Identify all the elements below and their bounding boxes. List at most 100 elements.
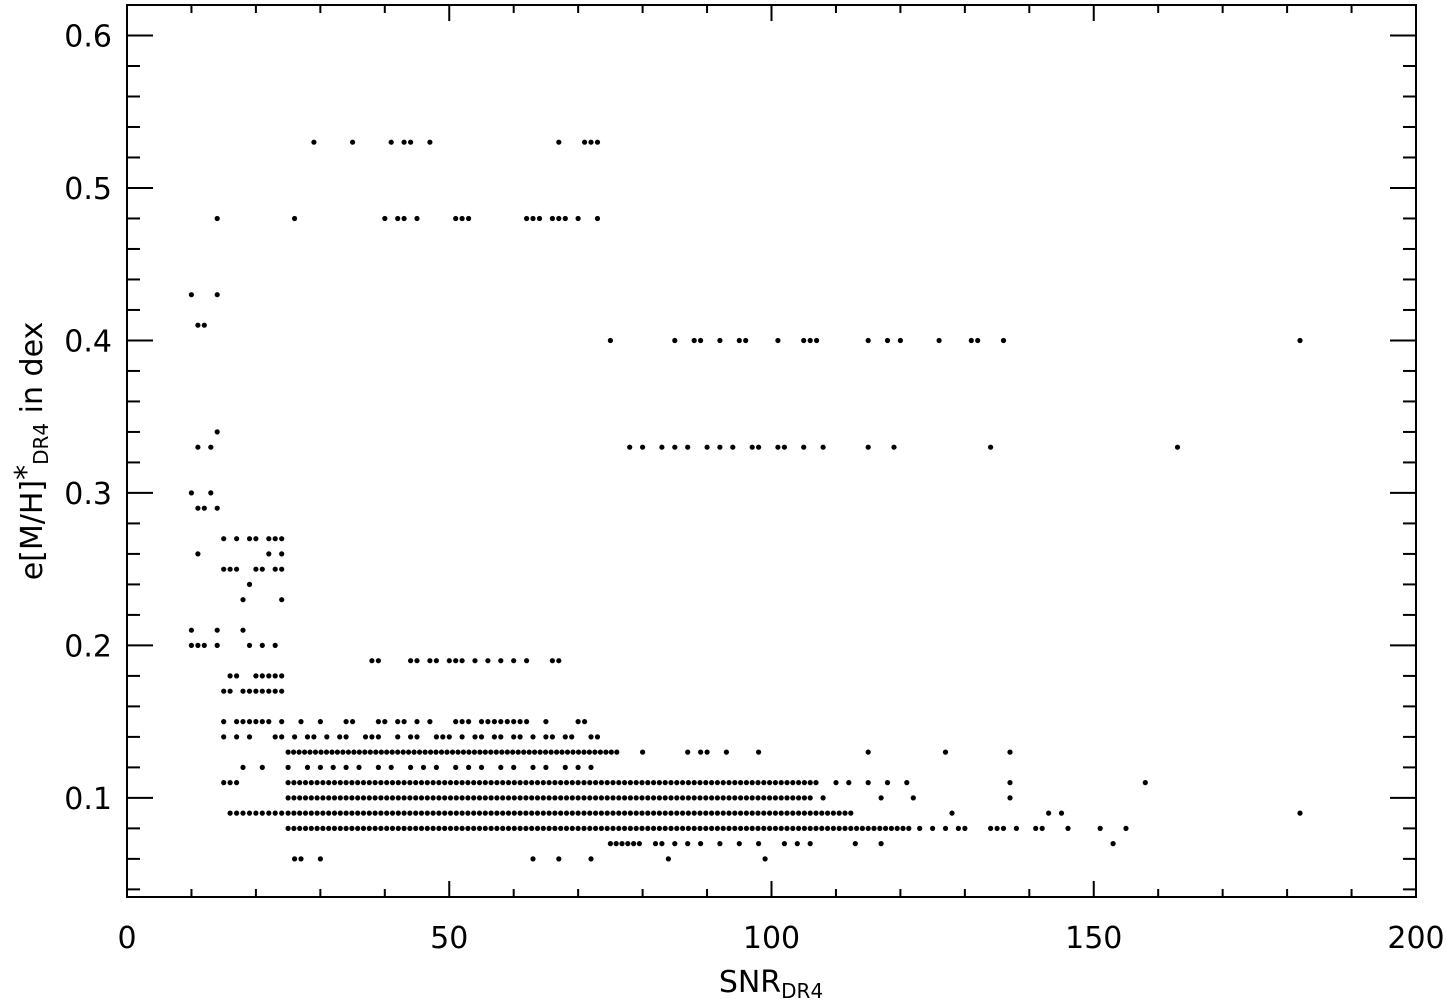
- data-point: [302, 810, 309, 816]
- data-point: [697, 780, 703, 786]
- data-point: [349, 795, 355, 801]
- data-point: [801, 810, 808, 816]
- data-point: [720, 780, 726, 786]
- data-point: [651, 810, 657, 816]
- data-point: [366, 780, 372, 786]
- data-point: [460, 749, 466, 755]
- data-point: [246, 536, 253, 542]
- data-point: [801, 444, 807, 450]
- data-point: [355, 825, 361, 832]
- data-point: [674, 795, 680, 801]
- data-point: [529, 810, 535, 816]
- data-point: [772, 810, 779, 816]
- data-point: [395, 719, 401, 725]
- data-point: [575, 215, 581, 222]
- data-point: [680, 780, 686, 786]
- data-point: [604, 810, 610, 816]
- data-point: [622, 810, 628, 816]
- data-point: [291, 825, 297, 832]
- data-point: [304, 764, 311, 771]
- data-point: [614, 749, 620, 755]
- data-point: [656, 780, 663, 786]
- data-point: [691, 825, 697, 832]
- data-point: [195, 505, 201, 511]
- data-point: [1110, 841, 1116, 847]
- data-point: [378, 780, 384, 786]
- data-point: [709, 795, 715, 801]
- data-point: [955, 825, 962, 832]
- data-point: [201, 642, 207, 649]
- data-point: [317, 719, 323, 725]
- data-point: [384, 795, 390, 801]
- data-point: [433, 734, 439, 740]
- data-point: [784, 795, 790, 801]
- data-point: [459, 825, 465, 832]
- data-point: [685, 444, 691, 450]
- data-point: [384, 825, 390, 832]
- data-point: [552, 810, 558, 816]
- data-point: [622, 795, 628, 801]
- data-point: [314, 810, 320, 816]
- data-point: [499, 749, 505, 755]
- data-point: [442, 810, 448, 816]
- data-point: [865, 825, 871, 832]
- data-point: [494, 825, 500, 832]
- data-point: [1123, 825, 1129, 832]
- data-point: [323, 749, 330, 755]
- data-point: [697, 810, 703, 816]
- data-point: [836, 810, 842, 816]
- data-point: [949, 810, 955, 816]
- data-point: [871, 825, 877, 832]
- data-point: [636, 841, 643, 847]
- data-point: [523, 825, 529, 832]
- data-point: [904, 780, 910, 786]
- data-point: [1097, 825, 1103, 832]
- data-point: [337, 734, 343, 740]
- x-tick-label: 100: [743, 921, 800, 956]
- data-point: [401, 139, 407, 145]
- data-point: [331, 825, 338, 832]
- data-point: [430, 825, 436, 832]
- data-point: [651, 825, 657, 832]
- data-point: [884, 780, 891, 786]
- data-point: [726, 780, 732, 786]
- data-point: [778, 780, 784, 786]
- data-point: [407, 780, 413, 786]
- data-point: [466, 719, 472, 725]
- data-point: [401, 795, 407, 801]
- data-point: [476, 780, 483, 786]
- data-point: [504, 719, 510, 725]
- data-point: [749, 780, 755, 786]
- data-point: [517, 734, 523, 740]
- data-point: [540, 810, 546, 816]
- data-point: [447, 780, 454, 786]
- data-point: [659, 444, 665, 450]
- data-point: [662, 810, 668, 816]
- data-point: [372, 795, 378, 801]
- data-point: [382, 719, 388, 725]
- data-point: [549, 658, 556, 664]
- data-point: [819, 810, 825, 816]
- data-point: [743, 795, 750, 801]
- data-point: [498, 734, 504, 740]
- data-point: [559, 749, 565, 755]
- data-point: [709, 780, 715, 786]
- data-point: [878, 795, 884, 801]
- data-point: [493, 749, 499, 755]
- data-point: [897, 337, 904, 344]
- data-point: [314, 795, 320, 801]
- data-point: [436, 810, 442, 816]
- data-point: [842, 825, 848, 832]
- data-point: [279, 673, 285, 679]
- data-point: [685, 780, 692, 786]
- data-point: [784, 810, 790, 816]
- data-point: [1007, 795, 1013, 801]
- data-point: [1013, 825, 1020, 832]
- data-point: [723, 749, 730, 755]
- data-point: [362, 734, 369, 740]
- data-point: [373, 749, 379, 755]
- data-point: [1007, 780, 1013, 786]
- data-point: [453, 825, 459, 832]
- data-point: [246, 734, 253, 740]
